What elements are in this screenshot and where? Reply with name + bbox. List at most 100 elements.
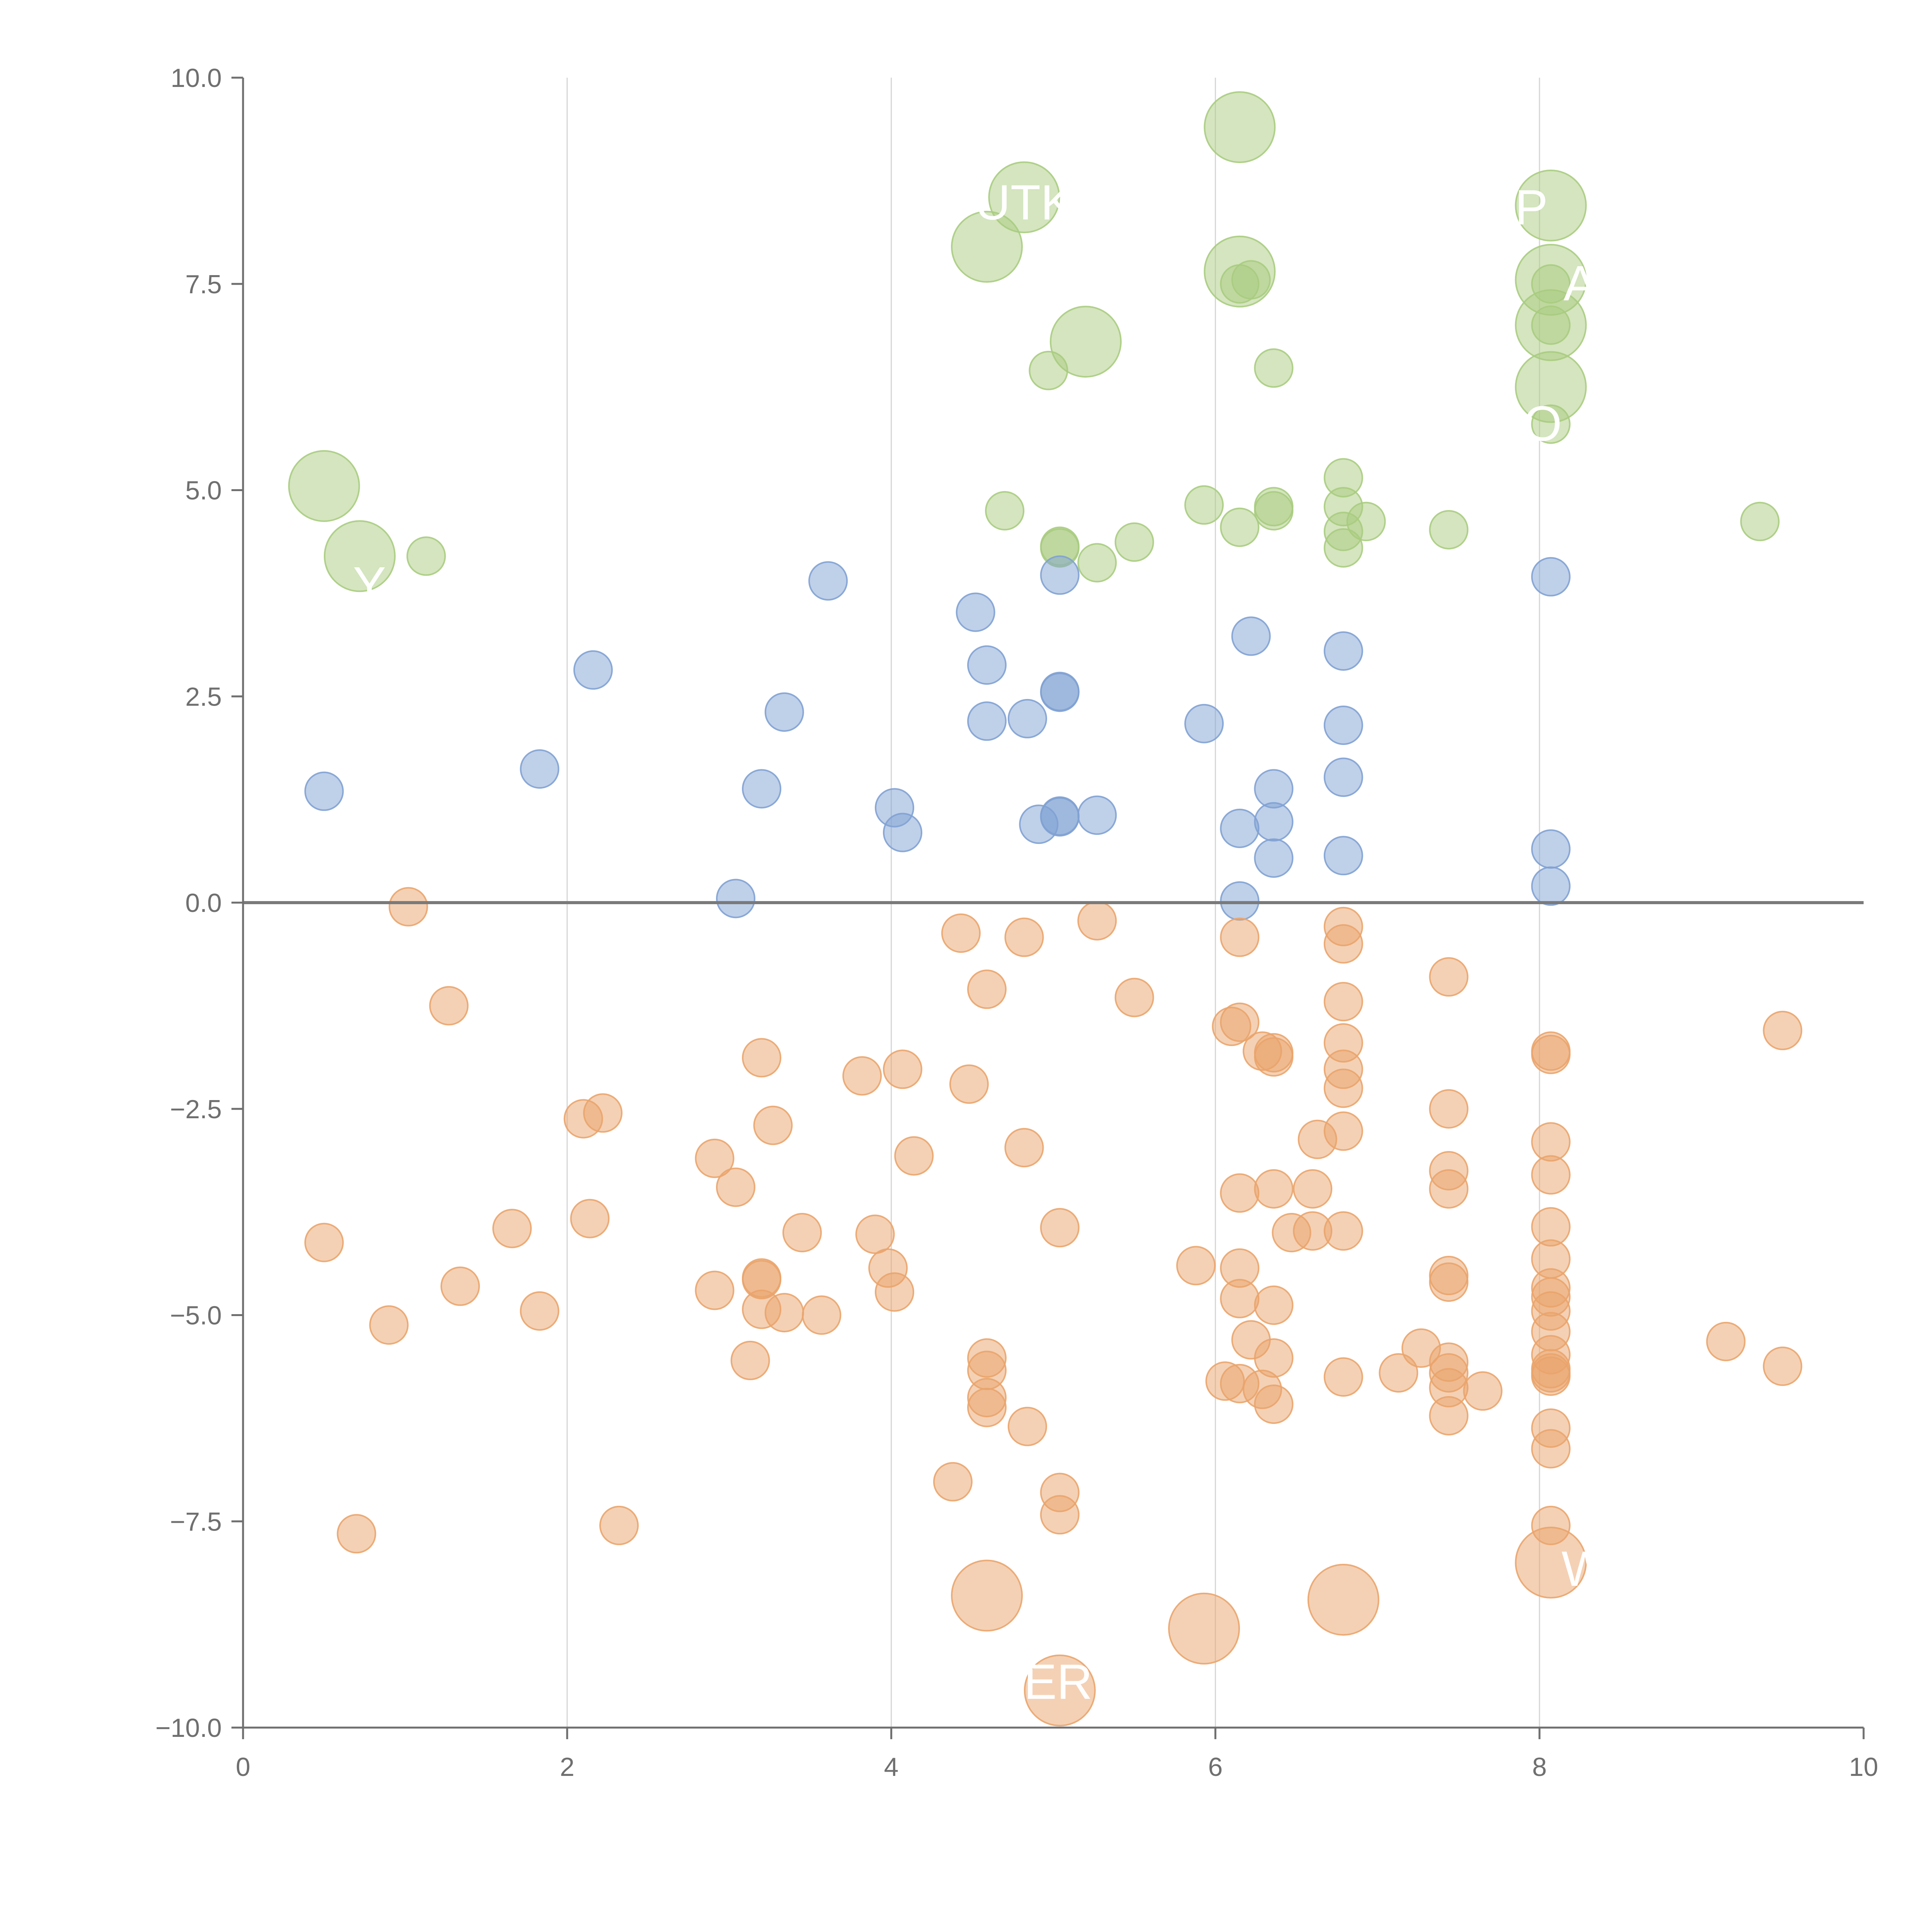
green-point-12	[1231, 260, 1271, 300]
blue-point-21	[1077, 795, 1117, 835]
point-label-1: P	[1515, 180, 1548, 235]
orange-point-12	[1429, 957, 1469, 997]
orange-point-94	[1323, 1357, 1363, 1397]
orange-point-27	[883, 1049, 922, 1089]
point-label-0: UTK	[975, 175, 1074, 230]
orange-point-11	[1323, 924, 1363, 964]
blue-point-1	[1531, 557, 1571, 597]
orange-point-73	[1254, 1285, 1294, 1325]
point-label-4: Y	[353, 557, 386, 612]
blue-point-10	[764, 692, 804, 732]
orange-point-74	[520, 1291, 560, 1331]
orange-point-48	[1220, 1173, 1260, 1213]
green-point-27	[1429, 510, 1469, 549]
orange-point-2	[1307, 1564, 1379, 1636]
orange-point-56	[782, 1213, 822, 1252]
green-point-1	[988, 161, 1060, 233]
blue-point-11	[1007, 699, 1047, 738]
blue-point-28	[1531, 829, 1571, 869]
orange-point-35	[753, 1105, 793, 1145]
orange-point-49	[492, 1209, 532, 1248]
y-tick-label: −7.5	[170, 1507, 222, 1536]
y-tick-label: −10.0	[155, 1713, 222, 1743]
green-point-34	[1077, 543, 1117, 583]
orange-point-44	[716, 1167, 755, 1207]
orange-point-95	[1379, 1353, 1418, 1393]
orange-point-31	[1323, 1068, 1363, 1108]
orange-point-5	[388, 887, 428, 927]
blue-point-16	[1323, 757, 1363, 797]
orange-point-0	[951, 1560, 1023, 1632]
orange-point-58	[304, 1223, 344, 1262]
orange-point-93	[1531, 1356, 1571, 1396]
data-points	[288, 91, 1803, 1726]
green-point-10	[323, 520, 396, 592]
orange-point-67	[440, 1266, 480, 1306]
orange-point-108	[1531, 1429, 1571, 1469]
orange-point-69	[695, 1270, 735, 1310]
blue-point-13	[1184, 704, 1224, 743]
blue-point-26	[1220, 808, 1260, 848]
orange-point-46	[1254, 1169, 1294, 1209]
blue-point-30	[1254, 838, 1294, 878]
blue-point-24	[1254, 802, 1294, 842]
blue-point-18	[742, 769, 782, 809]
point-label-2: A	[1563, 256, 1597, 311]
orange-point-82	[1706, 1321, 1746, 1361]
green-point-32	[1323, 528, 1363, 568]
x-tick-label: 10	[1849, 1752, 1878, 1782]
green-point-16	[1029, 350, 1068, 390]
y-tick-label: −5.0	[170, 1301, 222, 1330]
orange-point-1	[1168, 1592, 1240, 1665]
green-point-14	[1531, 305, 1571, 345]
orange-point-104	[967, 1388, 1007, 1427]
orange-point-34	[563, 1099, 603, 1139]
orange-point-9	[1220, 917, 1260, 957]
y-tick-label: 10.0	[171, 63, 222, 93]
orange-point-16	[429, 986, 469, 1026]
y-tick-label: 7.5	[185, 270, 222, 299]
green-point-25	[1220, 507, 1260, 547]
orange-point-111	[1040, 1495, 1080, 1535]
orange-point-47	[1293, 1169, 1333, 1209]
x-tick-label: 0	[236, 1752, 250, 1782]
orange-point-14	[1114, 978, 1154, 1017]
orange-point-50	[1040, 1208, 1080, 1248]
blue-point-0	[1040, 555, 1080, 595]
orange-point-89	[1763, 1346, 1803, 1386]
blue-point-25	[1019, 804, 1059, 844]
orange-point-70	[874, 1272, 914, 1312]
orange-point-29	[842, 1056, 882, 1096]
blue-point-12	[967, 701, 1007, 741]
blue-point-27	[883, 813, 922, 852]
blue-point-6	[967, 645, 1007, 685]
green-point-13	[1531, 264, 1571, 304]
green-point-9	[288, 450, 360, 522]
point-labels: UTK PA O Y ER W	[353, 175, 1608, 1709]
orange-point-101	[1463, 1371, 1503, 1411]
orange-point-77	[802, 1295, 842, 1335]
point-label-5: ER	[1024, 1654, 1093, 1709]
orange-point-32	[1429, 1089, 1469, 1129]
orange-point-60	[1176, 1246, 1216, 1286]
blue-point-15	[520, 749, 560, 789]
orange-point-41	[695, 1138, 735, 1178]
y-tick-label: 0.0	[185, 888, 222, 918]
orange-point-113	[1531, 1505, 1571, 1545]
orange-point-106	[1007, 1406, 1047, 1446]
orange-point-76	[764, 1293, 804, 1333]
blue-point-33	[1220, 881, 1260, 921]
blue-point-31	[1531, 866, 1571, 906]
orange-point-10	[1004, 917, 1044, 957]
green-point-19	[985, 491, 1025, 531]
orange-point-13	[967, 969, 1007, 1009]
orange-point-105	[1429, 1396, 1469, 1435]
green-point-20	[1184, 485, 1224, 525]
orange-point-79	[369, 1305, 409, 1345]
y-tick-label: 2.5	[185, 682, 222, 711]
axes: 10.0 7.5 5.0 2.5 0.0 −2.5 −5.0 −7.5 −10.0 0 2 4 6 8 10	[155, 63, 1878, 1782]
blue-point-5	[1323, 631, 1363, 671]
blue-point-14	[1323, 705, 1363, 745]
green-point-28	[1740, 502, 1780, 541]
